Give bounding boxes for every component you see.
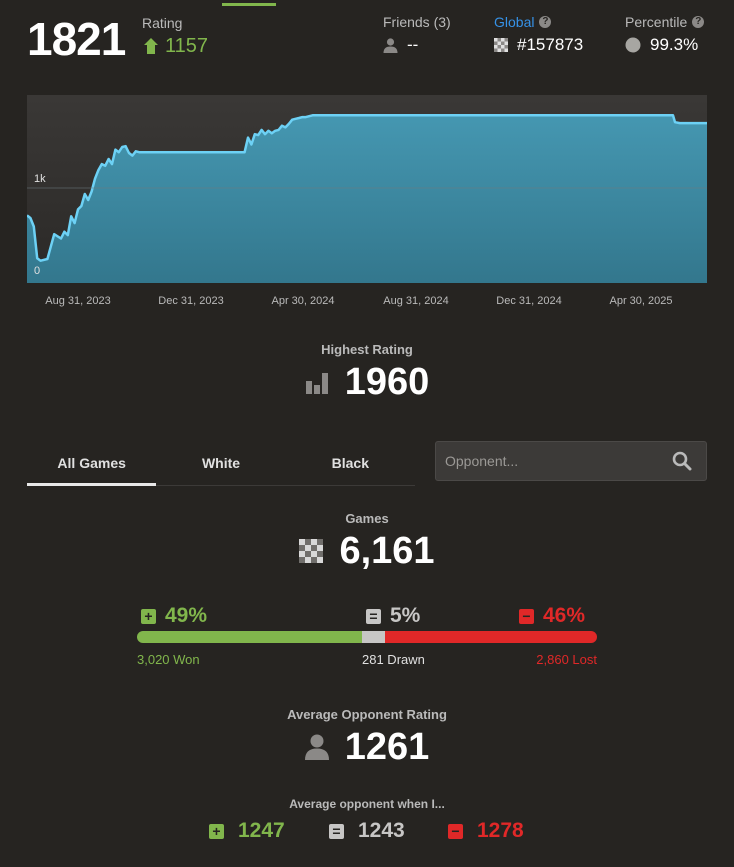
- rating-change: 1157: [143, 34, 208, 58]
- circle-icon: [625, 37, 641, 53]
- color-filter-tabs: All Games White Black: [27, 441, 415, 486]
- tab-all-games[interactable]: All Games: [27, 441, 157, 486]
- highest-rating-label: Highest Rating: [321, 342, 413, 357]
- avg-opponent-when-won: + 1247: [209, 818, 285, 844]
- highest-rating: 1960: [0, 360, 734, 404]
- rating-chart-svg: 1k 0: [26, 95, 707, 283]
- avg-opponent-label: Average Opponent Rating: [287, 707, 447, 722]
- draw-percentage-value: 5%: [390, 604, 421, 627]
- x-tick-label: Aug 31, 2024: [383, 295, 449, 307]
- friends-stat[interactable]: Friends (3) --: [383, 14, 451, 55]
- global-rank-stat[interactable]: Global ? #157873: [494, 14, 583, 55]
- chessboard-icon: [494, 38, 508, 52]
- avg-opponent-lost-value: 1278: [477, 819, 524, 842]
- avg-opponent-drawn-value: 1243: [358, 819, 405, 842]
- chessboard-icon: [299, 539, 324, 563]
- plus-icon: +: [141, 608, 156, 624]
- opponent-search-input[interactable]: [436, 452, 672, 470]
- x-tick-label: Apr 30, 2024: [271, 295, 335, 307]
- friends-label: Friends (3): [383, 14, 451, 30]
- x-tick-label: Aug 31, 2023: [45, 295, 111, 307]
- win-percentage: + 49%: [141, 603, 207, 629]
- loss-percentage-value: 46%: [543, 604, 586, 627]
- x-tick-label: Dec 31, 2023: [158, 295, 224, 307]
- rating-label: Rating: [142, 15, 183, 31]
- percentile-stat[interactable]: Percentile ? 99.3%: [625, 14, 705, 55]
- help-icon[interactable]: ?: [692, 16, 705, 28]
- percentile-label: Percentile: [625, 14, 688, 30]
- avg-opponent-when-label: Average opponent when I...: [289, 797, 445, 811]
- minus-icon: −: [448, 823, 463, 839]
- active-section-indicator: [222, 3, 276, 6]
- tab-white[interactable]: White: [201, 455, 241, 471]
- games-count: 6,161: [0, 529, 734, 573]
- global-label: Global: [494, 14, 535, 30]
- person-icon: [383, 37, 398, 53]
- equals-icon: =: [366, 608, 381, 624]
- avg-opponent-won-value: 1247: [238, 819, 285, 842]
- avg-opponent-when-drawn: = 1243: [329, 818, 405, 844]
- results-bar-win: [137, 631, 363, 643]
- games-count-value: 6,161: [339, 530, 435, 572]
- avg-opponent-value: 1261: [344, 726, 430, 768]
- minus-icon: −: [519, 608, 534, 624]
- rating-history-chart[interactable]: 1k 0: [26, 95, 707, 283]
- search-icon[interactable]: [672, 451, 692, 471]
- y-tick-0: 0: [34, 265, 40, 277]
- rating-change-value: 1157: [165, 35, 209, 57]
- avg-opponent-when-lost: − 1278: [448, 818, 524, 844]
- draw-percentage: = 5%: [366, 603, 420, 629]
- rating-area: [27, 115, 707, 283]
- highest-rating-value: 1960: [344, 361, 430, 403]
- plus-icon: +: [209, 823, 224, 839]
- results-bar: [137, 631, 597, 643]
- lost-count: 2,860 Lost: [536, 652, 597, 667]
- equals-icon: =: [329, 823, 344, 839]
- y-tick-1k: 1k: [34, 173, 46, 185]
- opponent-search: [435, 441, 707, 481]
- results-bar-loss: [385, 631, 597, 643]
- x-tick-label: Dec 31, 2024: [496, 295, 562, 307]
- x-tick-label: Apr 30, 2025: [609, 295, 673, 307]
- friends-value: --: [407, 35, 419, 54]
- avg-opponent-rating: 1261: [0, 725, 734, 769]
- won-count: 3,020 Won: [137, 652, 200, 667]
- current-rating: 1821: [27, 13, 126, 65]
- bar-chart-icon: [305, 373, 328, 394]
- drawn-count: 281 Drawn: [362, 652, 425, 667]
- tab-black[interactable]: Black: [331, 455, 369, 471]
- arrow-up-icon: [144, 38, 158, 54]
- loss-percentage: − 46%: [519, 603, 585, 629]
- person-icon: [304, 734, 329, 760]
- percentile-value: 99.3%: [650, 35, 699, 54]
- rating-line: [26, 114, 707, 262]
- win-percentage-value: 49%: [165, 604, 208, 627]
- results-bar-draw: [362, 631, 386, 643]
- help-icon[interactable]: ?: [539, 16, 552, 28]
- games-label: Games: [345, 511, 389, 526]
- global-rank-value: #157873: [517, 35, 584, 54]
